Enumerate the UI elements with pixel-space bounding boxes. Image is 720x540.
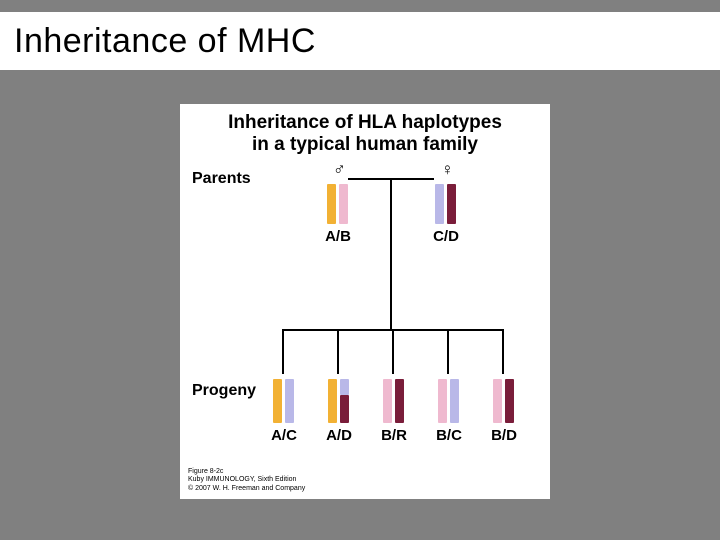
label-parents: Parents [192, 170, 251, 188]
label-progeny: Progeny [192, 382, 256, 400]
slide: Inheritance of MHC Inheritance of HLA ha… [0, 0, 720, 540]
female-symbol-icon: ♀ [441, 160, 454, 180]
progeny-1-bar-left [273, 379, 282, 423]
parent-mother-bar-c [435, 184, 444, 224]
parent-father-bar-b [339, 184, 348, 224]
credit-line2: Kuby IMMUNOLOGY, Sixth Edition [188, 476, 305, 484]
title-bar: Inheritance of MHC [0, 12, 720, 70]
figure-title-line2: in a typical human family [180, 134, 550, 156]
credit-line1: Figure 8-2c [188, 468, 305, 476]
parent-father-code: A/B [318, 228, 358, 245]
male-symbol-icon: ♂ [333, 160, 346, 180]
pedigree-drop-2 [337, 329, 339, 374]
progeny-1-bar-right [285, 379, 294, 423]
progeny-2-bar-left [328, 379, 337, 423]
progeny-5-bar-right [505, 379, 514, 423]
parent-father-bar-a [327, 184, 336, 224]
parent-mother-code: C/D [426, 228, 466, 245]
progeny-2-code: A/D [319, 427, 359, 444]
progeny-4-code: B/C [429, 427, 469, 444]
figure-title: Inheritance of HLA haplotypes in a typic… [180, 112, 550, 156]
progeny-4-bar-left [438, 379, 447, 423]
figure-title-line1: Inheritance of HLA haplotypes [180, 112, 550, 134]
progeny-1-code: A/C [264, 427, 304, 444]
pedigree-vline-main [390, 178, 392, 329]
progeny-3-code: B/R [374, 427, 414, 444]
progeny-2-bar-right-top [340, 379, 349, 395]
pedigree-drop-4 [447, 329, 449, 374]
progeny-5-bar-left [493, 379, 502, 423]
progeny-3-bar-right [395, 379, 404, 423]
pedigree-drop-1 [282, 329, 284, 374]
progeny-4-bar-right [450, 379, 459, 423]
figure-credit: Figure 8-2c Kuby IMMUNOLOGY, Sixth Editi… [188, 468, 305, 493]
figure-panel: Inheritance of HLA haplotypes in a typic… [180, 104, 550, 499]
credit-line3: © 2007 W. H. Freeman and Company [188, 485, 305, 493]
parent-mother-bar-d [447, 184, 456, 224]
pedigree-drop-5 [502, 329, 504, 374]
progeny-2-bar-right-bot [340, 395, 349, 423]
slide-title: Inheritance of MHC [14, 22, 316, 61]
pedigree-drop-3 [392, 329, 394, 374]
progeny-5-code: B/D [484, 427, 524, 444]
progeny-3-bar-left [383, 379, 392, 423]
